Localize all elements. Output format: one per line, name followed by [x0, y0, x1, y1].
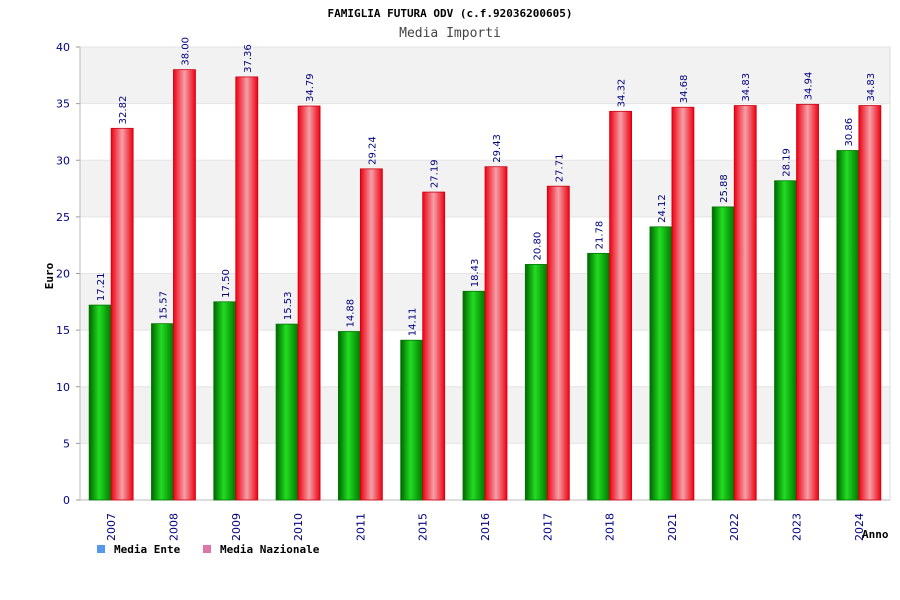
x-axis-ticks: 2007 2008 2009 2010 2011 2015 2016 2017 2018 2021… [105, 513, 866, 541]
x-tick-label: 2015 [417, 513, 430, 541]
data-label: 29.43 [492, 134, 503, 163]
bar-media-ente-2024 [836, 150, 860, 501]
y-tick-label: 20 [56, 268, 70, 281]
chart-subtitle: Media Importi [399, 26, 501, 41]
data-label: 37.36 [243, 44, 254, 73]
bar-media-nazionale-2021 [671, 106, 695, 501]
x-tick-label: 2023 [791, 513, 804, 541]
data-label: 24.12 [657, 194, 668, 223]
bar-media-ente-2010 [275, 323, 299, 501]
x-tick-label: 2016 [479, 513, 492, 541]
bar-media-nazionale-2023 [796, 103, 819, 501]
x-tick-label: 2010 [292, 513, 305, 541]
data-label: 25.88 [719, 174, 730, 203]
data-label: 34.83 [741, 73, 752, 102]
bar-media-nazionale-2018 [609, 110, 633, 501]
data-label: 18.43 [470, 259, 481, 288]
data-label: 20.80 [532, 232, 543, 261]
data-label: 17.21 [96, 272, 107, 301]
data-label: 38.00 [180, 37, 191, 66]
data-label: 17.50 [221, 269, 232, 298]
plot-band [80, 47, 890, 104]
bar-media-ente-2016 [462, 290, 486, 501]
data-label: 14.88 [345, 299, 356, 328]
x-tick-label: 2018 [604, 513, 617, 541]
legend-swatch-media-ente [97, 545, 105, 553]
data-label: 34.94 [804, 72, 815, 101]
y-tick-label: 25 [56, 211, 70, 224]
bar-media-nazionale-2007 [110, 127, 134, 501]
data-label: 34.68 [679, 75, 690, 104]
bar-media-nazionale-2010 [297, 105, 321, 501]
bars [88, 69, 882, 501]
bar-media-ente-2018 [587, 252, 611, 501]
x-tick-label: 2007 [105, 513, 118, 541]
x-tick-label: 2022 [728, 513, 741, 541]
bar-media-nazionale-2022 [733, 105, 757, 501]
legend-label-media-ente: Media Ente [114, 543, 181, 556]
bar-media-ente-2017 [524, 264, 548, 501]
legend-swatch-media-nazionale [203, 545, 211, 553]
bar-media-ente-2015 [400, 339, 424, 501]
x-tick-label: 2017 [541, 513, 554, 541]
bar-media-ente-2023 [774, 180, 797, 501]
data-label: 15.57 [158, 291, 169, 320]
bar-media-nazionale-2017 [546, 185, 570, 501]
data-label: 34.79 [305, 73, 316, 102]
x-tick-label: 2011 [354, 513, 367, 541]
data-label: 29.24 [367, 136, 378, 165]
data-label: 28.19 [782, 148, 793, 177]
bar-media-ente-2008 [151, 323, 174, 501]
bar-media-nazionale-2009 [235, 76, 259, 501]
y-tick-label: 35 [56, 98, 70, 111]
data-labels: 17.21 32.82 15.57 38.00 17.50 37.36 15.53 34.79… [96, 37, 877, 336]
x-tick-label: 2008 [167, 513, 180, 541]
bar-media-ente-2007 [88, 304, 112, 501]
y-tick-label: 30 [56, 154, 70, 167]
bar-media-ente-2022 [711, 206, 735, 501]
data-label: 32.82 [118, 96, 129, 125]
data-label: 34.32 [617, 79, 628, 108]
legend: Media Ente Media Nazionale [97, 543, 320, 556]
data-label: 14.11 [408, 308, 419, 337]
bar-media-nazionale-2011 [359, 168, 383, 501]
data-label: 30.86 [844, 118, 855, 147]
x-tick-label: 2024 [853, 513, 866, 541]
y-tick-label: 15 [56, 324, 70, 337]
data-label: 15.53 [283, 291, 294, 320]
bar-media-nazionale-2008 [173, 69, 196, 501]
x-tick-label: 2021 [666, 513, 679, 541]
x-axis-label: Anno [862, 528, 889, 541]
y-tick-label: 10 [56, 381, 70, 394]
legend-label-media-nazionale: Media Nazionale [220, 543, 320, 556]
data-label: 21.78 [595, 221, 606, 250]
data-label: 27.71 [554, 154, 565, 183]
plot-band [80, 103, 890, 161]
bar-media-nazionale-2015 [422, 191, 446, 501]
bar-media-nazionale-2016 [484, 166, 508, 501]
bar-media-ente-2021 [649, 226, 673, 501]
y-tick-label: 0 [63, 494, 70, 507]
data-label: 34.83 [866, 73, 877, 102]
bar-media-ente-2009 [213, 301, 237, 501]
y-tick-label: 40 [56, 41, 70, 54]
y-tick-label: 5 [63, 437, 70, 450]
x-tick-label: 2009 [230, 513, 243, 541]
chart-title: FAMIGLIA FUTURA ODV (c.f.92036200605) [327, 7, 572, 20]
bar-media-nazionale-2024 [858, 105, 882, 501]
y-axis-label: Euro [43, 262, 56, 289]
bar-media-ente-2011 [337, 331, 361, 501]
data-label: 27.19 [430, 159, 441, 188]
